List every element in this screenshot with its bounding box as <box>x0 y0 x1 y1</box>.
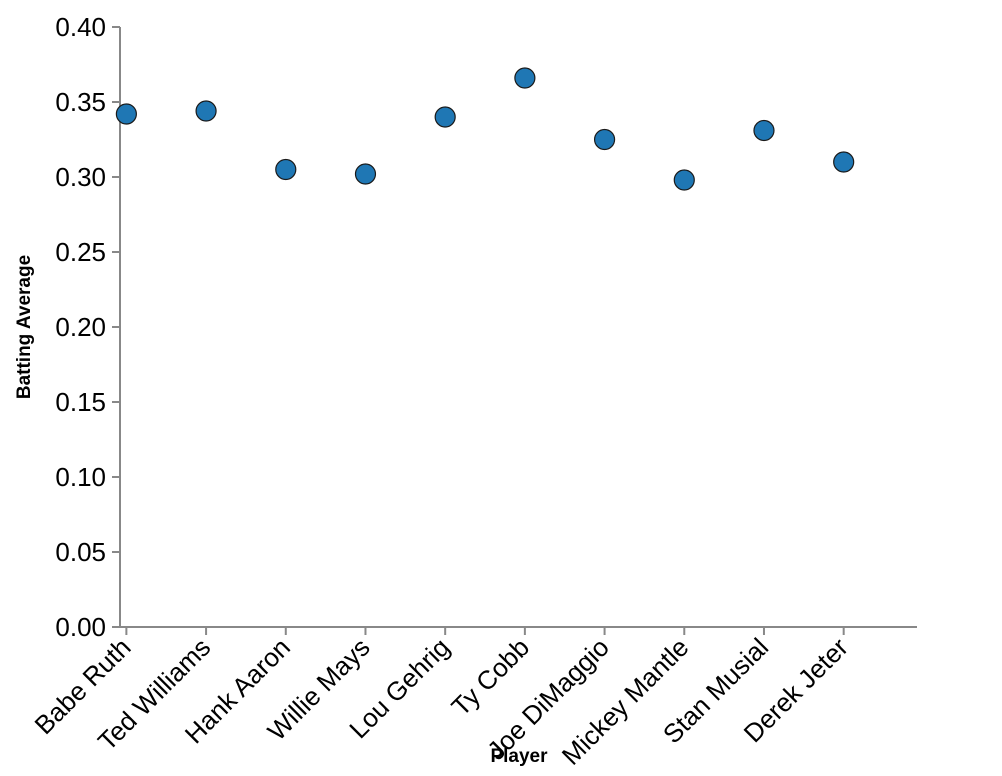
data-points: Babe Ruth: 0.342 Ted Williams: 0.344 Hank … <box>115 67 855 191</box>
y-axis-title: Batting Average <box>14 255 35 399</box>
data-point: Ted Williams: 0.344 <box>195 100 217 122</box>
y-tick-label: 0.40 <box>55 12 106 42</box>
y-tick-label: 0.10 <box>55 462 106 492</box>
y-tick-label: 0.30 <box>55 162 106 192</box>
data-point: Joe DiMaggio: 0.325 <box>593 128 616 151</box>
y-tick-label: 0.05 <box>55 537 106 567</box>
data-point: Stan Musial: 0.331 <box>753 119 775 142</box>
y-tick-label: 0.35 <box>55 87 106 117</box>
y-tick-label: 0.25 <box>55 237 106 267</box>
y-axis: 0.00 0.05 0.10 0.15 0.20 0.25 0.30 0.35 0.40 <box>55 12 121 642</box>
data-point: Ty Cobb: 0.366 <box>514 67 536 89</box>
y-tick-label: 0.15 <box>55 387 106 417</box>
data-point: Lou Gehrig: 0.34 <box>434 106 456 128</box>
data-point: Babe Ruth: 0.342 <box>115 103 137 125</box>
x-axis-title: Player <box>490 746 548 767</box>
data-point: Willie Mays: 0.302 <box>354 163 377 185</box>
data-point: Mickey Mantle: 0.298 <box>673 169 695 191</box>
data-point: Hank Aaron: 0.305 <box>275 158 297 181</box>
data-point: Derek Jeter: 0.31 <box>833 151 855 173</box>
y-tick-label: 0.00 <box>55 612 106 642</box>
y-tick-label: 0.20 <box>55 312 106 342</box>
